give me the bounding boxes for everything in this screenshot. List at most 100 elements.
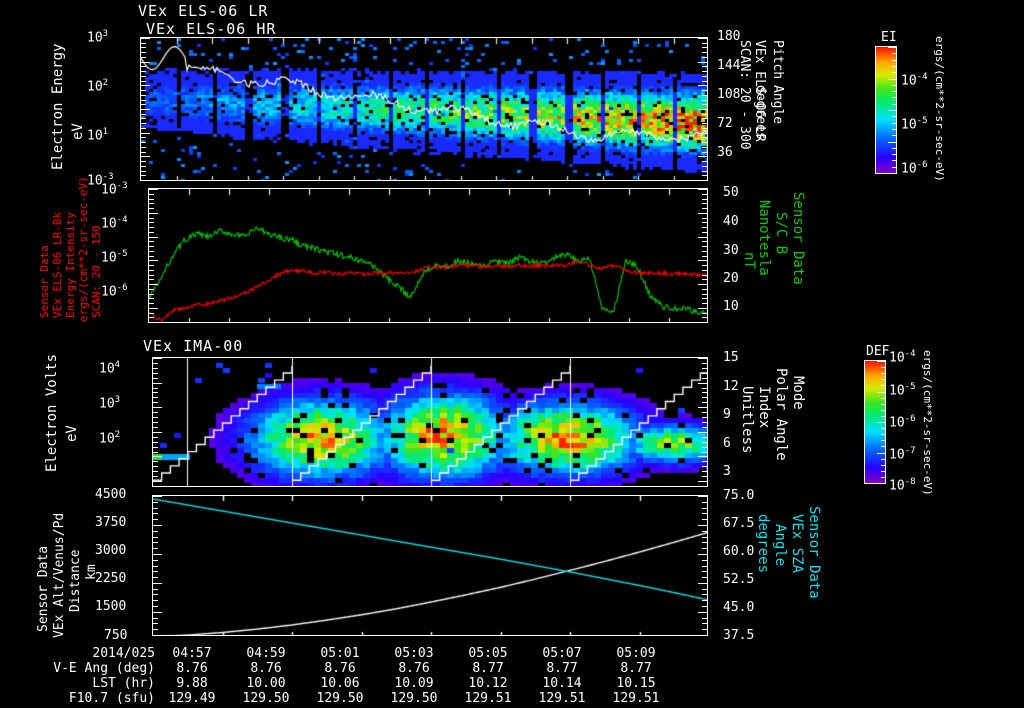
panel1-right-minor-ticks xyxy=(702,99,707,101)
panel4-right-minor-ticks xyxy=(698,524,707,526)
colorbar-bottom-minor-ticks xyxy=(881,440,886,442)
colorbar-bottom-tick-1e-8: 10-8 xyxy=(889,477,916,494)
panel2-y2tick-20: 20 xyxy=(723,271,739,286)
panel2-right-minor-ticks xyxy=(702,198,707,200)
bottom-cell-r0-c4: 05:05 xyxy=(468,646,508,661)
colorbar-bottom-minor-ticks xyxy=(881,367,886,369)
colorbar-top-minor-ticks xyxy=(892,84,897,86)
colorbar-bottom-minor-ticks xyxy=(877,452,886,454)
bottom-cell-r1-c5: 8.77 xyxy=(546,661,578,676)
panel3-left-minor-ticks xyxy=(153,397,158,399)
panel1-right-minor-ticks xyxy=(702,165,707,167)
panel3-ytick-1e2: 102 xyxy=(99,430,121,447)
colorbar-bottom-minor-ticks xyxy=(877,361,886,362)
panel1-right-minor-ticks xyxy=(702,175,707,177)
panel1-spectrogram-canvas xyxy=(141,38,707,180)
bottom-cell-r0-c0: 04:57 xyxy=(172,646,212,661)
panel1-y2tick-144: 144 xyxy=(717,58,741,73)
panel4-left-minor-ticks xyxy=(153,553,162,555)
panel2-right-minor-ticks xyxy=(702,222,707,224)
panel2-right-minor-ticks xyxy=(698,260,707,262)
panel2-left-minor-ticks xyxy=(149,255,154,257)
colorbar-bottom-minor-ticks xyxy=(881,409,886,411)
panel3-plot-area[interactable] xyxy=(152,357,708,487)
panel1-left-minor-ticks xyxy=(141,75,146,77)
panel1-right-minor-ticks xyxy=(702,75,707,77)
panel1-right-minor-ticks xyxy=(702,170,707,172)
panel3-right-minor-ticks xyxy=(702,451,707,453)
colorbar-bottom-minor-ticks xyxy=(881,397,886,399)
panel1-right-minor-ticks xyxy=(702,66,707,68)
colorbar-top-tick-1e-4: 10-4 xyxy=(901,72,928,89)
panel3-left-minor-ticks xyxy=(153,362,158,364)
panel2-right-minor-ticks xyxy=(702,303,707,304)
panel4-y2tick-45: 45.0 xyxy=(723,600,755,615)
panel3-right-minor-ticks xyxy=(702,446,707,448)
panel4-plot-area[interactable] xyxy=(152,495,708,636)
panel1-left-minor-ticks xyxy=(141,56,146,58)
panel2-right-minor-ticks xyxy=(702,217,707,219)
panel2-y2tick-10: 10 xyxy=(723,299,739,314)
panel1-left-minor-ticks xyxy=(141,52,146,54)
panel2-left-minor-ticks xyxy=(149,274,154,276)
panel2-left-minor-ticks xyxy=(149,317,154,319)
panel3-right-minor-ticks xyxy=(698,481,707,483)
panel4-left-minor-ticks xyxy=(153,530,158,532)
panel3-right-minor-ticks xyxy=(702,392,707,394)
panel1-ytick-1000: 103 xyxy=(87,29,109,46)
panel2-left-minor-ticks xyxy=(149,322,154,323)
panel2-right-minor-ticks xyxy=(698,307,707,309)
panel3-right-minor-ticks xyxy=(702,417,707,419)
panel2-right-minor-ticks xyxy=(702,274,707,276)
panel3-left-minor-ticks xyxy=(153,422,158,423)
bottom-cell-r2-c0: 9.88 xyxy=(176,676,208,691)
panel3-left-minor-ticks xyxy=(153,441,158,443)
panel3-right-minor-ticks xyxy=(702,367,707,369)
bottom-cell-r2-c1: 10.00 xyxy=(246,676,286,691)
colorbar-top-minor-ticks xyxy=(888,141,897,143)
panel2-right-minor-ticks xyxy=(698,212,707,214)
colorbar-top-minor-ticks xyxy=(892,116,897,118)
panel1-plot-area[interactable] xyxy=(140,37,708,181)
panel3-right-minor-ticks xyxy=(702,402,707,404)
panel3-right-minor-ticks xyxy=(702,466,707,468)
panel2-left-minor-ticks xyxy=(149,269,154,271)
panel3-y2tick-3: 3 xyxy=(723,464,731,479)
panel2-right-minor-ticks xyxy=(702,227,707,228)
panel3-left-minor-ticks xyxy=(153,358,162,359)
panel1-right-minor-ticks xyxy=(698,156,707,158)
panel3-left-minor-ticks xyxy=(153,426,158,428)
panel3-spectrogram-canvas xyxy=(153,358,707,486)
colorbar-bottom-minor-ticks xyxy=(881,458,886,460)
panel4-left-minor-ticks xyxy=(153,629,158,631)
colorbar-top-minor-ticks xyxy=(888,110,897,111)
panel2-right-minor-ticks xyxy=(702,208,707,209)
panel3-left-minor-ticks xyxy=(153,382,162,384)
panel4-right-minor-ticks xyxy=(702,559,707,561)
colorbar-top-minor-ticks xyxy=(892,160,897,162)
panel3-right-minor-ticks xyxy=(702,387,707,389)
colorbar-bottom-minor-ticks xyxy=(877,422,886,423)
panel3-left-minor-ticks xyxy=(153,377,158,379)
panel4-left-minor-ticks xyxy=(153,606,158,608)
colorbar-top-minor-ticks xyxy=(892,147,897,149)
panel3-y2tick-9: 9 xyxy=(723,407,731,422)
panel2-right-minor-ticks xyxy=(702,312,707,314)
bottom-cell-r2-c2: 10.06 xyxy=(320,676,360,691)
panel4-right-minor-ticks xyxy=(702,530,707,532)
panel1-right-minor-ticks xyxy=(702,52,707,54)
panel1-right-minor-ticks xyxy=(702,47,707,49)
panel3-left-minor-ticks xyxy=(153,372,158,374)
panel2-left-minor-ticks xyxy=(149,288,154,290)
colorbar-bottom-minor-ticks xyxy=(881,446,886,448)
panel4-right-minor-ticks xyxy=(702,635,707,636)
panel4-left-minor-ticks xyxy=(153,582,162,584)
panel3-right-minor-ticks xyxy=(702,372,707,374)
panel1-right-minor-ticks xyxy=(702,151,707,153)
panel3-left-minor-ticks xyxy=(153,456,162,458)
panel4-right-minor-ticks xyxy=(702,623,707,625)
colorbar-top-minor-ticks xyxy=(892,135,897,137)
panel4-ytick-2250: 2250 xyxy=(95,571,127,586)
panel2-plot-area[interactable] xyxy=(148,188,708,323)
